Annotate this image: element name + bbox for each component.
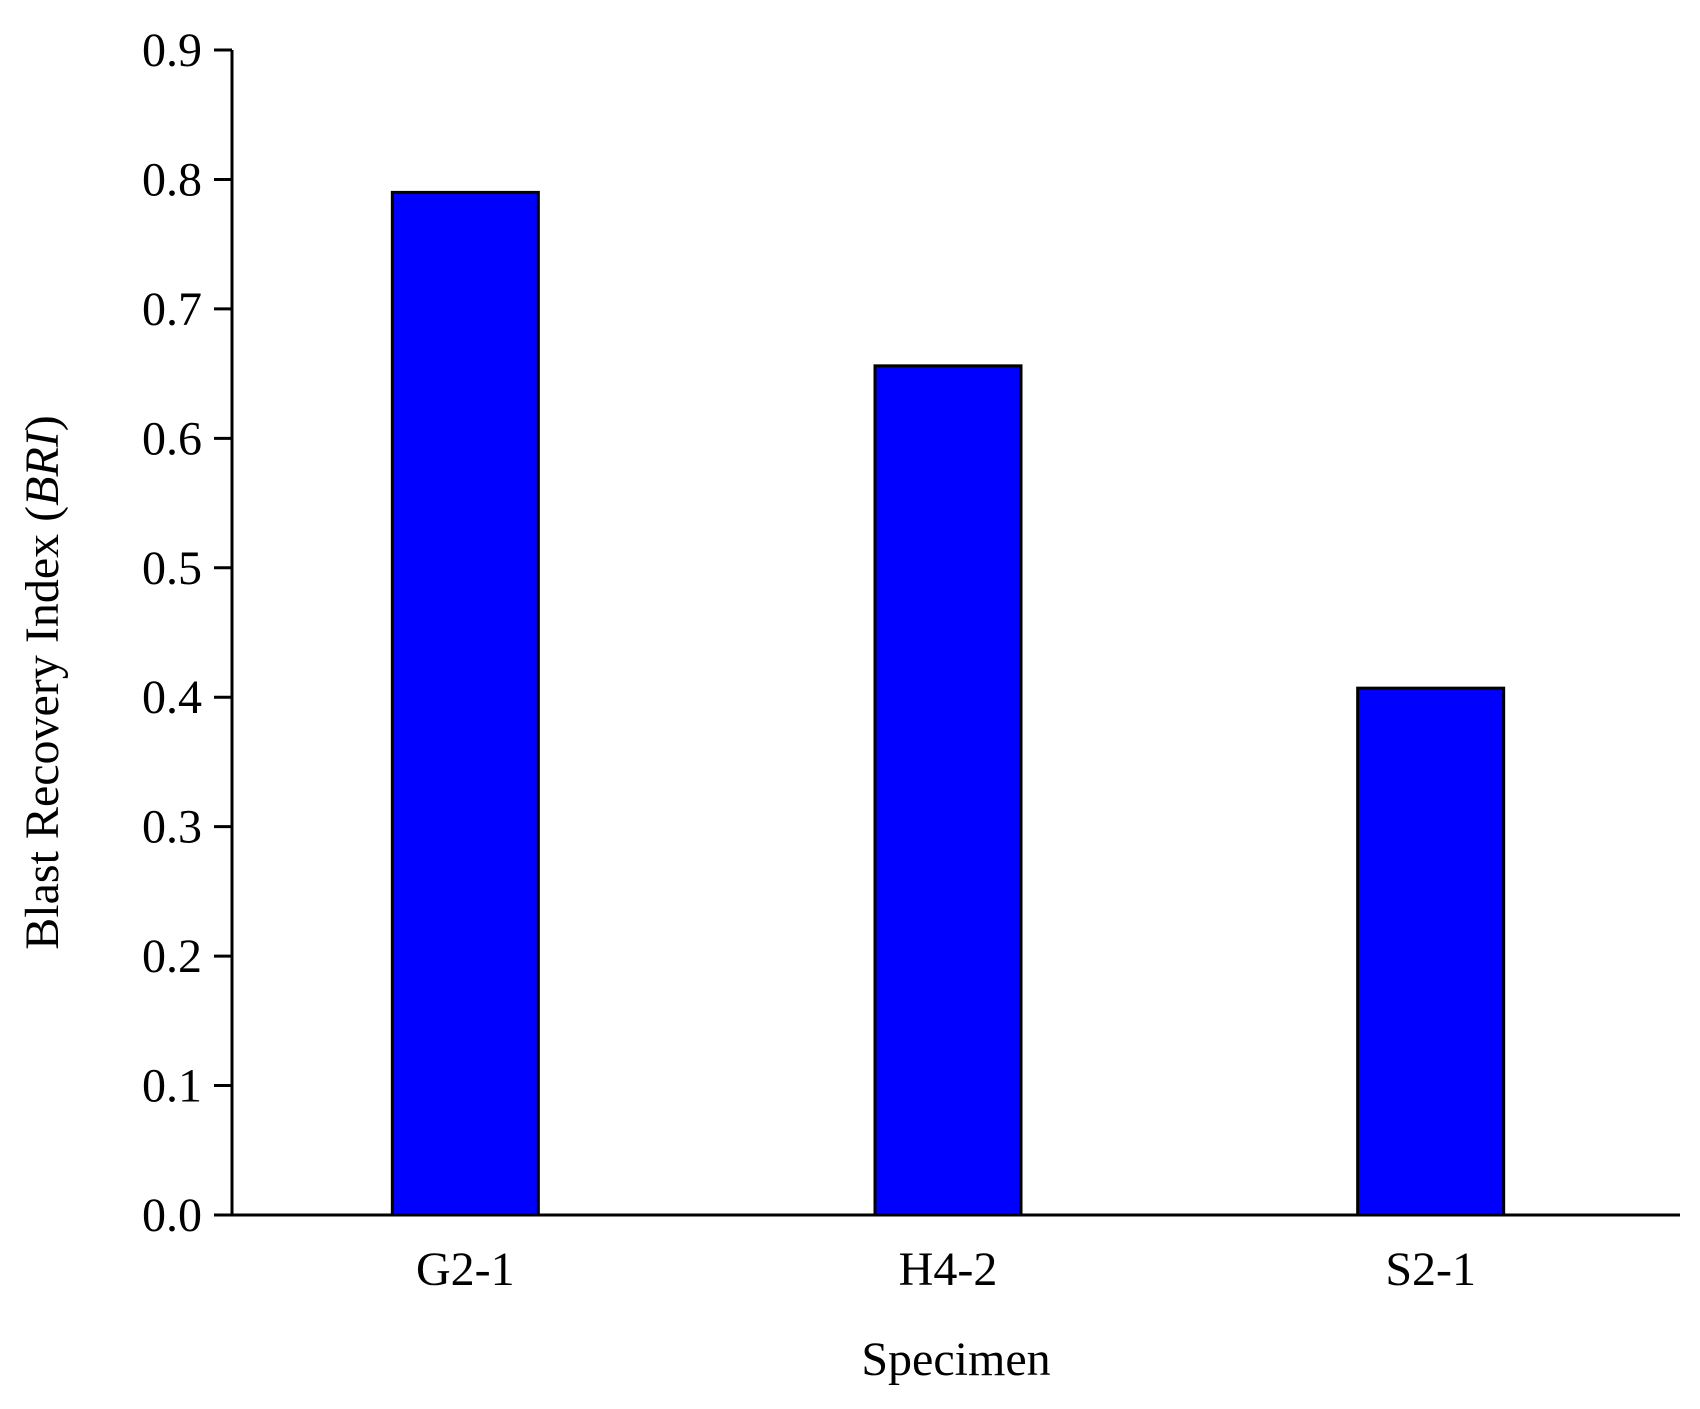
axes-layer xyxy=(230,50,1680,1217)
bar-h4-2 xyxy=(873,364,1023,1217)
y-axis-title-prefix: Blast Recovery Index ( xyxy=(16,506,69,950)
x-tick-label: G2-1 xyxy=(416,1243,515,1296)
x-ticks: G2-1 H4-2 S2-1 xyxy=(416,1243,1476,1296)
y-tick-label: 0.0 xyxy=(142,1189,202,1242)
x-axis-title: Specimen xyxy=(861,1333,1050,1386)
bar-s2-1 xyxy=(1356,686,1506,1217)
y-tick-label: 0.5 xyxy=(142,542,202,595)
bars-layer xyxy=(390,190,1506,1217)
y-axis-title-suffix: ) xyxy=(16,415,69,431)
y-tick-label: 0.3 xyxy=(142,801,202,854)
x-tick-label: H4-2 xyxy=(899,1243,998,1296)
y-tick-label: 0.9 xyxy=(142,24,202,77)
y-tick-label: 0.2 xyxy=(142,930,202,983)
y-tick-label: 0.4 xyxy=(142,671,202,724)
y-ticks: 0.0 0.1 0.2 0.3 0.4 0.5 0.6 0.7 0.8 0.9 xyxy=(142,24,232,1242)
x-tick-label: S2-1 xyxy=(1385,1243,1476,1296)
y-tick-label: 0.8 xyxy=(142,153,202,206)
y-axis-title: Blast Recovery Index (BRI) xyxy=(16,415,69,949)
y-axis-title-italic: BRI xyxy=(16,429,69,506)
y-tick-label: 0.7 xyxy=(142,283,202,336)
y-tick-label: 0.1 xyxy=(142,1060,202,1113)
y-tick-label: 0.6 xyxy=(142,412,202,465)
bar-g2-1 xyxy=(390,190,540,1217)
